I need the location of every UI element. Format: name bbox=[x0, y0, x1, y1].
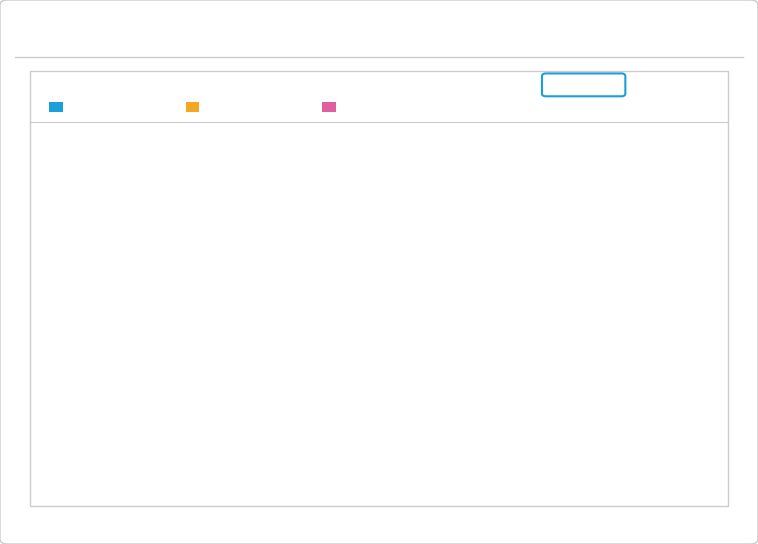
X-axis label: Megabytes Used: Megabytes Used bbox=[359, 505, 475, 519]
Text: Site Aggregation - VAD: Site Aggregation - VAD bbox=[341, 102, 460, 112]
Text: ×: × bbox=[710, 30, 731, 54]
Bar bbox=[129, 399, 672, 466]
Text: VAD Service
21.84: VAD Service 21.84 bbox=[117, 300, 202, 427]
Text: Top 10 Users with Highest Usage: Top 10 Users with Highest Usage bbox=[49, 84, 322, 102]
Bar bbox=[129, 154, 154, 221]
Text: Top Users: Top Users bbox=[27, 30, 149, 50]
Text: All Time: All Time bbox=[559, 77, 609, 90]
Text: VAD Service: VAD Service bbox=[68, 102, 132, 112]
Text: Last Month: Last Month bbox=[636, 77, 706, 90]
Text: Site Aggregation - XA6.5: Site Aggregation - XA6.5 bbox=[205, 102, 334, 112]
